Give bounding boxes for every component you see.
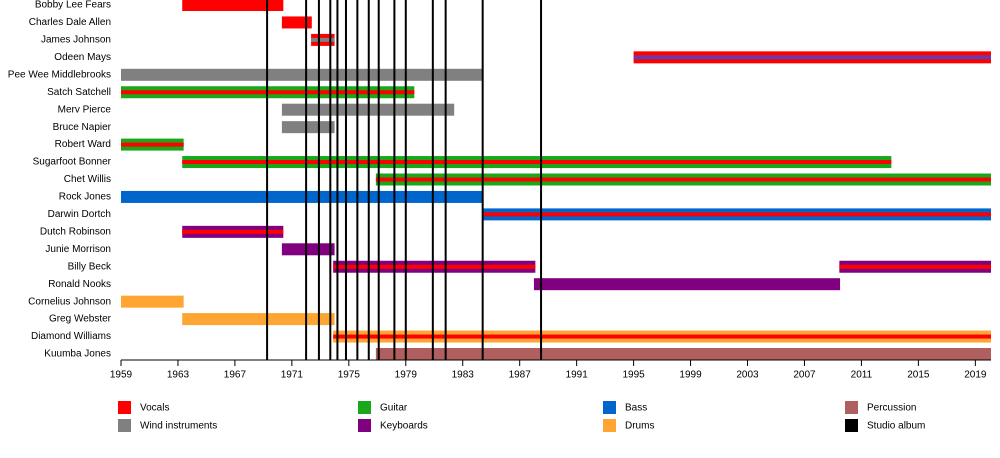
member-name: Rock Jones — [59, 192, 111, 203]
legend-label: Vocals — [140, 403, 169, 414]
x-tick-label: 1983 — [452, 370, 475, 381]
legend-swatch — [358, 419, 371, 432]
member-name: Pee Wee Middlebrooks — [8, 69, 111, 80]
legend-label: Keyboards — [380, 421, 428, 432]
member-name: Odeen Mays — [54, 52, 111, 63]
member-name: Kuumba Jones — [44, 349, 111, 360]
member-bar — [121, 295, 184, 308]
legend-label: Percussion — [867, 403, 916, 414]
member-name: Dutch Robinson — [40, 226, 111, 237]
legend-swatch — [118, 401, 131, 414]
member-bar — [182, 313, 335, 326]
member-name: Sugarfoot Bonner — [33, 157, 112, 168]
legend-label: Studio album — [867, 421, 925, 432]
member-bar — [121, 190, 483, 203]
member-bar — [281, 243, 335, 256]
member-bar-stripe — [839, 264, 991, 269]
x-tick-label: 1967 — [224, 370, 247, 381]
member-name: Greg Webster — [49, 314, 112, 325]
member-name: Merv Pierce — [58, 104, 112, 115]
member-name: Junie Morrison — [45, 244, 111, 255]
member-name: Chet Willis — [64, 174, 111, 185]
x-tick-label: 2011 — [851, 370, 873, 381]
member-name: Robert Ward — [55, 139, 111, 150]
member-name: Satch Satchell — [47, 87, 111, 98]
member-bar-stripe — [633, 55, 991, 60]
member-bar-stripe — [375, 177, 991, 182]
legend-swatch — [118, 419, 131, 432]
member-bar-stripe — [182, 229, 284, 234]
legend-swatch — [845, 401, 858, 414]
member-name: Darwin Dortch — [48, 209, 111, 220]
legend-swatch — [603, 419, 616, 432]
legend-label: Guitar — [380, 403, 408, 414]
x-tick-label: 1959 — [110, 370, 133, 381]
member-name: Ronald Nooks — [48, 279, 111, 290]
x-tick-label: 1999 — [679, 370, 702, 381]
legend-label: Wind instruments — [140, 421, 217, 432]
legend-swatch — [845, 419, 858, 432]
member-name: James Johnson — [41, 35, 111, 46]
member-bar — [281, 16, 312, 29]
member-name: Bruce Napier — [53, 122, 112, 133]
member-bar-stripe — [121, 142, 184, 147]
member-bar — [182, 0, 284, 11]
x-tick-label: 1987 — [509, 370, 532, 381]
member-bar — [281, 121, 335, 134]
member-bar — [121, 68, 483, 81]
member-name: Diamond Williams — [31, 331, 111, 342]
x-tick-label: 2007 — [793, 370, 816, 381]
legend-label: Bass — [625, 403, 647, 414]
member-name: Cornelius Johnson — [28, 296, 111, 307]
member-name: Bobby Lee Fears — [35, 0, 111, 11]
x-tick-label: 2019 — [964, 370, 987, 381]
member-bar — [375, 348, 991, 360]
x-tick-label: 2015 — [907, 370, 930, 381]
member-bar-stripe — [333, 334, 991, 339]
x-tick-label: 2003 — [736, 370, 759, 381]
member-bar-stripe — [333, 264, 536, 269]
member-name: Billy Beck — [68, 261, 112, 272]
member-bar — [533, 278, 841, 291]
member-bar-stripe — [182, 160, 892, 165]
member-bar-stripe — [482, 212, 991, 217]
x-tick-label: 1991 — [566, 370, 589, 381]
x-tick-label: 1963 — [167, 370, 190, 381]
member-name: Charles Dale Allen — [29, 17, 111, 28]
x-tick-label: 1995 — [622, 370, 645, 381]
member-bar-stripe — [311, 37, 335, 42]
x-tick-label: 1971 — [281, 370, 304, 381]
legend-swatch — [603, 401, 616, 414]
legend-swatch — [358, 401, 371, 414]
legend-label: Drums — [625, 421, 654, 432]
x-tick-label: 1975 — [338, 370, 361, 381]
x-tick-label: 1979 — [395, 370, 418, 381]
